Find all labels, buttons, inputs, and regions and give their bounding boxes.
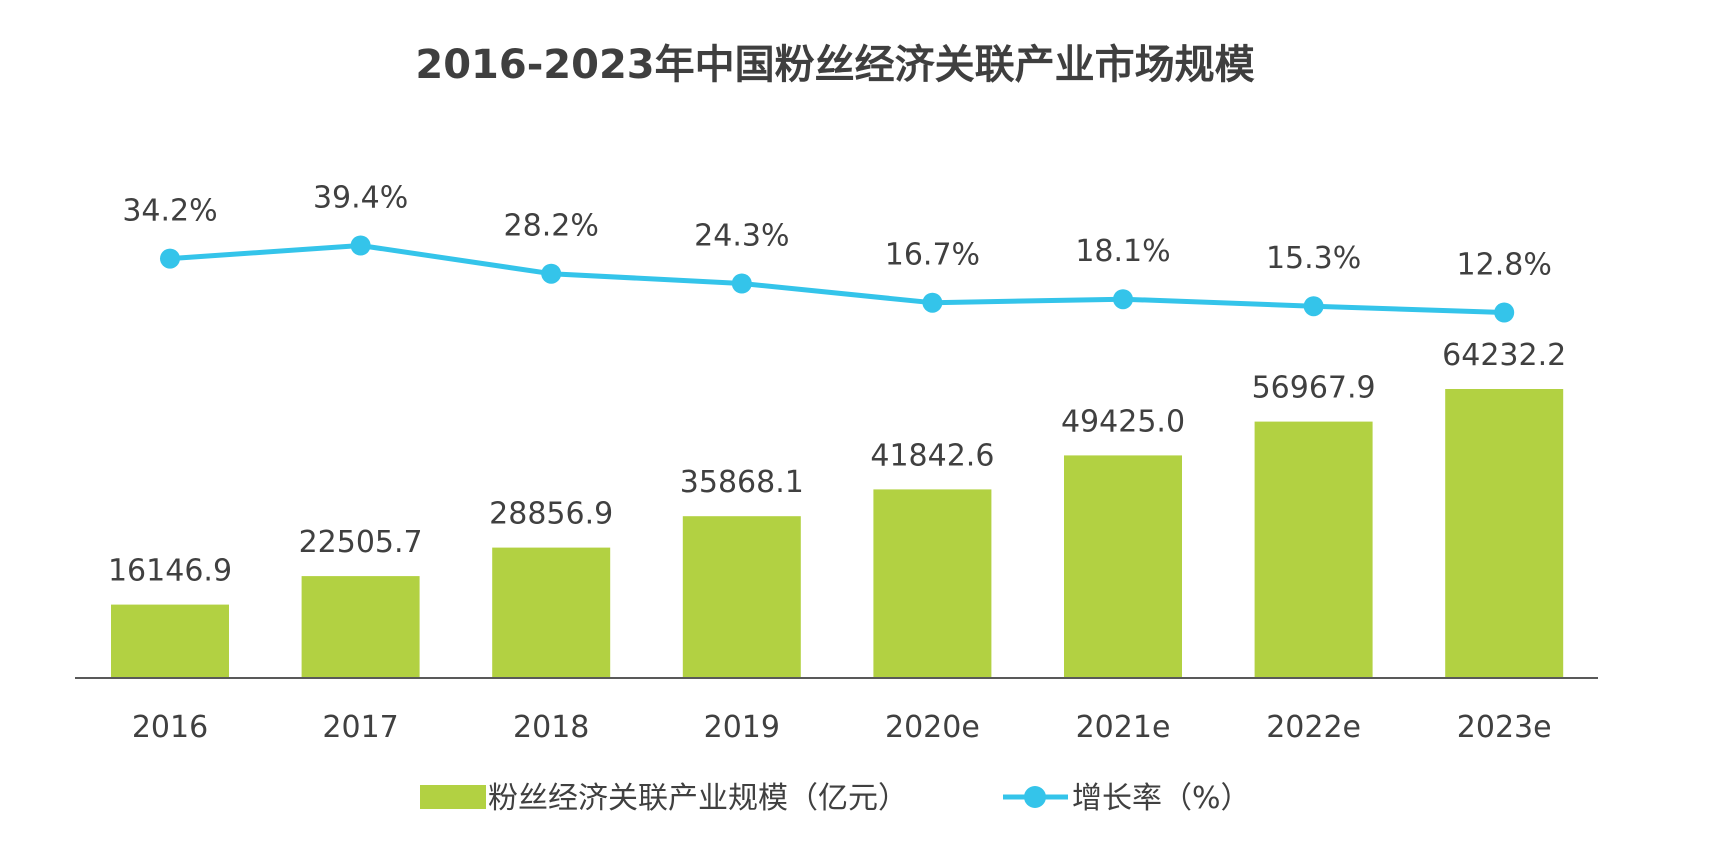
growth-point-2019 <box>731 273 752 294</box>
growth-point-2021e <box>1113 289 1133 310</box>
bar-value-label-2022e: 56967.9 <box>1252 371 1376 406</box>
legend: 粉丝经济关联产业规模（亿元） 增长率（%） <box>420 781 1251 816</box>
growth-point-2023e <box>1494 302 1515 323</box>
legend-line-dot <box>1024 786 1046 808</box>
bar-value-label-2017: 22505.7 <box>299 525 423 560</box>
growth-label-2020e: 16.7% <box>885 238 980 273</box>
growth-label-2019: 24.3% <box>694 219 789 254</box>
growth-point-2016 <box>160 248 180 269</box>
growth-label-2016: 34.2% <box>122 194 217 229</box>
x-tick-2021e: 2021e <box>1076 710 1171 745</box>
bars-layer <box>111 389 1564 677</box>
growth-rate-line <box>169 243 1505 315</box>
x-tick-2023e: 2023e <box>1457 710 1552 745</box>
legend-line-label: 增长率（%） <box>1072 781 1251 816</box>
bar-2017 <box>301 576 420 677</box>
bar-value-label-2016: 16146.9 <box>108 554 232 589</box>
growth-point-2022e <box>1303 296 1324 317</box>
x-tick-2018: 2018 <box>513 710 589 745</box>
legend-bar-label: 粉丝经济关联产业规模（亿元） <box>488 781 908 816</box>
bar-value-label-2021e: 49425.0 <box>1061 404 1185 439</box>
legend-bar-swatch <box>420 785 486 809</box>
growth-label-2022e: 15.3% <box>1266 241 1361 276</box>
x-tick-2017: 2017 <box>322 710 398 745</box>
bar-2021e <box>1064 455 1182 677</box>
bar-value-label-2018: 28856.9 <box>489 497 613 532</box>
bar-value-label-2023e: 64232.2 <box>1442 338 1566 373</box>
x-tick-2016: 2016 <box>132 710 208 745</box>
growth-point-2017 <box>350 235 371 256</box>
growth-point-2018 <box>541 263 562 284</box>
x-tick-2019: 2019 <box>704 710 780 745</box>
bar-2020e <box>873 489 992 677</box>
bar-2023e <box>1445 389 1564 677</box>
growth-labels-layer: 34.2% 39.4% 28.2% 24.3% 16.7% 18.1% 15.3% 12.8% <box>122 181 1552 283</box>
x-tick-2020e: 2020e <box>885 710 980 745</box>
bar-2019 <box>682 516 801 677</box>
growth-label-2021e: 18.1% <box>1075 234 1170 269</box>
growth-points-layer <box>160 235 1515 323</box>
bar-value-label-2019: 35868.1 <box>680 465 804 500</box>
chart-title: 2016-2023年中国粉丝经济关联产业市场规模 <box>415 42 1254 88</box>
growth-label-2023e: 12.8% <box>1457 248 1552 283</box>
growth-label-2017: 39.4% <box>313 181 408 216</box>
bar-labels-layer: 16146.9 22505.7 28856.9 35868.1 41842.6 49425… <box>108 338 1566 589</box>
bar-2022e <box>1254 421 1373 677</box>
bar-value-label-2020e: 41842.6 <box>870 438 994 473</box>
growth-point-2020e <box>922 292 943 313</box>
growth-label-2018: 28.2% <box>504 209 599 244</box>
x-tick-labels: 2016 2017 2018 2019 2020e 2021e 2022e 2023e <box>132 710 1552 745</box>
x-tick-2022e: 2022e <box>1266 710 1361 745</box>
bar-2016 <box>111 604 229 677</box>
bar-2018 <box>492 547 611 677</box>
